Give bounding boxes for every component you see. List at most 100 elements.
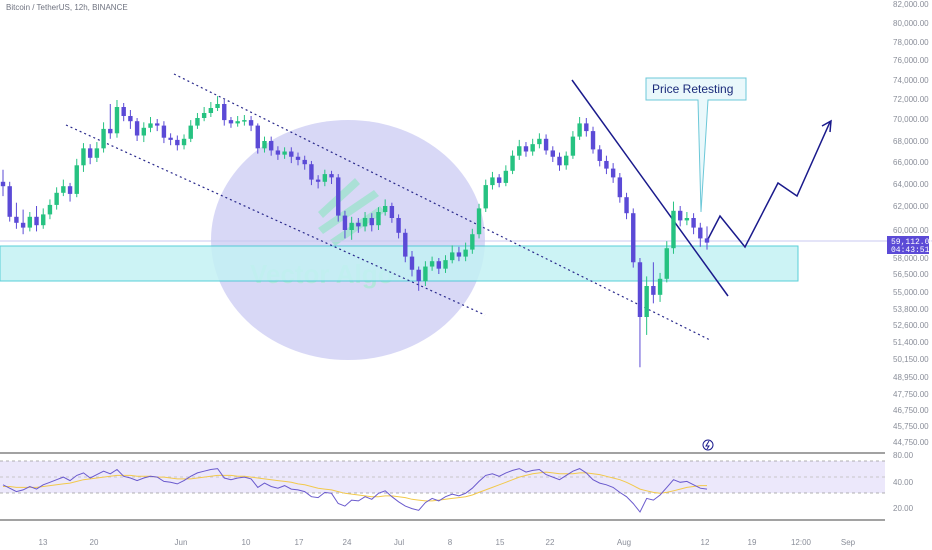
y-tick-label: 72,000.00 <box>893 95 929 104</box>
candle-up <box>54 192 59 205</box>
candle-down <box>336 177 341 216</box>
x-tick-label: 24 <box>343 538 352 547</box>
descending-trendline <box>571 79 729 297</box>
y-tick-label: 60,000.00 <box>893 226 929 235</box>
candle-up <box>476 208 482 235</box>
candle-up <box>141 127 146 136</box>
candle-down <box>637 262 643 317</box>
candle-down <box>315 179 321 182</box>
candle-up <box>262 141 267 149</box>
y-tick-label: 78,000.00 <box>893 38 929 47</box>
candle-up <box>242 120 247 122</box>
x-tick-label: 19 <box>748 538 757 547</box>
candle-up <box>27 216 33 228</box>
candle-up <box>208 108 214 113</box>
price-axis: 82,000.00 80,000.00 78,000.00 76,000.00 74,0… <box>893 0 929 447</box>
candle-up <box>644 286 649 317</box>
y-tick-label: 53,800.00 <box>893 305 929 314</box>
callout: Price Retesting <box>645 77 747 213</box>
candle-down <box>369 218 374 226</box>
candle-down <box>222 104 227 121</box>
candle-down <box>557 156 562 166</box>
candle-down <box>128 116 133 122</box>
candle-up <box>148 123 153 128</box>
candle-down <box>268 141 274 151</box>
rsi-label-40: 40.00 <box>893 478 914 487</box>
highlight-circle <box>211 120 485 360</box>
candle-up <box>362 218 368 227</box>
y-tick-label: 48,950.00 <box>893 373 929 382</box>
y-tick-label: 76,000.00 <box>893 56 929 65</box>
candle-down <box>275 150 281 155</box>
candle-down <box>409 256 415 270</box>
x-tick-label: 15 <box>496 538 505 547</box>
candle-down <box>651 286 656 295</box>
callout-text: Price Retesting <box>652 82 733 96</box>
candle-down <box>228 120 234 124</box>
candle-down <box>677 210 683 221</box>
x-tick-label: 13 <box>39 538 48 547</box>
candle-down <box>436 261 442 269</box>
candle-up <box>490 177 495 186</box>
x-tick-label: Jun <box>175 538 188 547</box>
y-tick-label: 66,000.00 <box>893 158 929 167</box>
candle-down <box>523 146 529 152</box>
rsi-line <box>2 468 708 513</box>
rsi-label-20: 20.00 <box>893 504 914 513</box>
candle-up <box>664 248 669 279</box>
y-tick-label: 68,000.00 <box>893 137 929 146</box>
candle-down <box>342 215 348 230</box>
price-tag-price: 59,112.09 <box>891 238 932 247</box>
candle-up <box>181 138 187 146</box>
x-tick-label: 12 <box>701 538 710 547</box>
candle-up <box>423 266 428 282</box>
x-tick-label: Jul <box>394 538 404 547</box>
candle-down <box>7 186 12 217</box>
candle-down <box>604 160 609 169</box>
candle-down <box>496 177 502 183</box>
candle-down <box>67 186 73 194</box>
candle-down <box>309 164 314 180</box>
candle-down <box>416 269 421 282</box>
candle-up <box>74 165 79 194</box>
candle-up <box>201 113 207 118</box>
candle-up <box>81 148 86 166</box>
candle-up <box>657 278 663 295</box>
y-tick-label: 64,000.00 <box>893 180 929 189</box>
candle-up <box>195 118 200 126</box>
candle-down <box>691 218 696 228</box>
candle-up <box>564 155 569 166</box>
candle-up <box>94 148 100 158</box>
x-tick-label: 20 <box>90 538 99 547</box>
y-tick-label: 50,150.00 <box>893 355 929 364</box>
channel-lower <box>65 124 486 316</box>
lightning-icon[interactable] <box>702 439 714 451</box>
candle-down <box>704 238 710 243</box>
candle-down <box>389 206 395 218</box>
candle-down <box>87 148 93 158</box>
x-tick-label: 17 <box>295 538 304 547</box>
candle-down <box>295 156 301 160</box>
candle-down <box>698 227 703 239</box>
candle-up <box>450 252 455 261</box>
x-tick-label: Aug <box>617 538 631 547</box>
candle-up <box>101 128 106 149</box>
y-tick-label: 47,750.00 <box>893 390 929 399</box>
candle-up <box>537 138 542 145</box>
candle-up <box>684 218 690 221</box>
chart-title: Bitcoin / TetherUS, 12h, BINANCE <box>6 3 128 12</box>
candle-down <box>255 125 260 149</box>
candle-up <box>429 261 435 267</box>
y-tick-label: 62,000.00 <box>893 202 929 211</box>
candle-down <box>168 137 173 140</box>
candle-up <box>282 151 287 155</box>
candle-up <box>463 249 468 257</box>
candle-down <box>584 123 589 132</box>
candle-up <box>570 136 576 156</box>
candle-up <box>503 170 509 183</box>
candle-up <box>443 260 448 269</box>
y-tick-label: 45,750.00 <box>893 422 929 431</box>
candle-down <box>617 177 623 198</box>
y-tick-label: 51,400.00 <box>893 338 929 347</box>
